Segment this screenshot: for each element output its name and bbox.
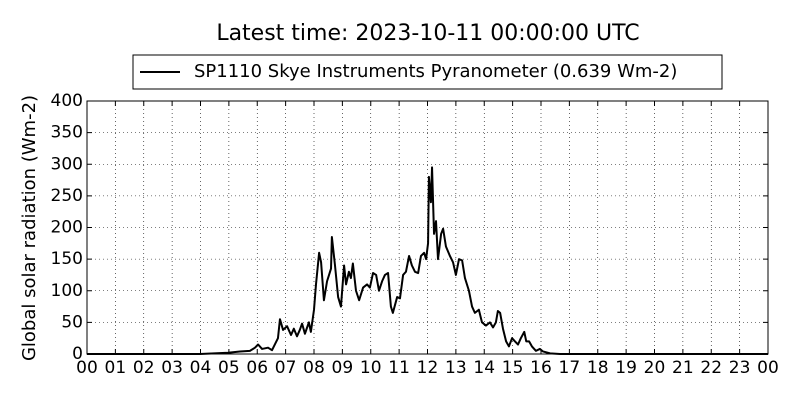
- y-tick-label: 250: [51, 186, 83, 206]
- x-tick-label: 12: [417, 358, 439, 378]
- y-tick-label: 100: [51, 281, 83, 301]
- y-axis-label: Global solar radiation (Wm-2): [19, 95, 40, 361]
- x-tick-label: 10: [360, 358, 382, 378]
- x-tick-label: 17: [559, 358, 581, 378]
- data-line: [87, 166, 768, 355]
- x-tick-label: 09: [332, 358, 354, 378]
- x-tick-label: 18: [587, 358, 609, 378]
- x-tick-label: 04: [190, 358, 212, 378]
- x-tick-label: 07: [275, 358, 297, 378]
- x-tick-label: 00: [76, 358, 98, 378]
- x-tick-label: 21: [672, 358, 694, 378]
- x-tick-label: 20: [644, 358, 666, 378]
- chart-title: Latest time: 2023-10-11 00:00:00 UTC: [216, 21, 639, 46]
- x-tick-label: 15: [502, 358, 524, 378]
- x-tick-label: 13: [445, 358, 467, 378]
- y-tick-label: 150: [51, 249, 83, 269]
- x-tick-label: 22: [700, 358, 722, 378]
- y-tick-label: 50: [61, 312, 83, 332]
- y-tick-label: 350: [51, 123, 83, 143]
- x-tick-label: 06: [246, 358, 268, 378]
- x-tick-label: 08: [303, 358, 325, 378]
- x-tick-label: 23: [729, 358, 751, 378]
- plot-frame: [86, 100, 769, 355]
- y-tick-label: 400: [51, 91, 83, 111]
- x-tick-label: 00: [757, 358, 779, 378]
- x-tick-label: 05: [218, 358, 240, 378]
- legend-label: SP1110 Skye Instruments Pyranometer (0.6…: [194, 61, 677, 82]
- x-tick-label: 16: [530, 358, 552, 378]
- x-tick-label: 14: [473, 358, 495, 378]
- y-tick-label: 300: [51, 154, 83, 174]
- x-tick-label: 01: [105, 358, 127, 378]
- x-tick-label: 11: [388, 358, 410, 378]
- x-tick-label: 03: [161, 358, 183, 378]
- y-tick-label: 0: [72, 344, 83, 364]
- y-tick-label: 200: [51, 218, 83, 238]
- legend-box: [132, 54, 723, 90]
- x-tick-label: 02: [133, 358, 155, 378]
- x-tick-label: 19: [615, 358, 637, 378]
